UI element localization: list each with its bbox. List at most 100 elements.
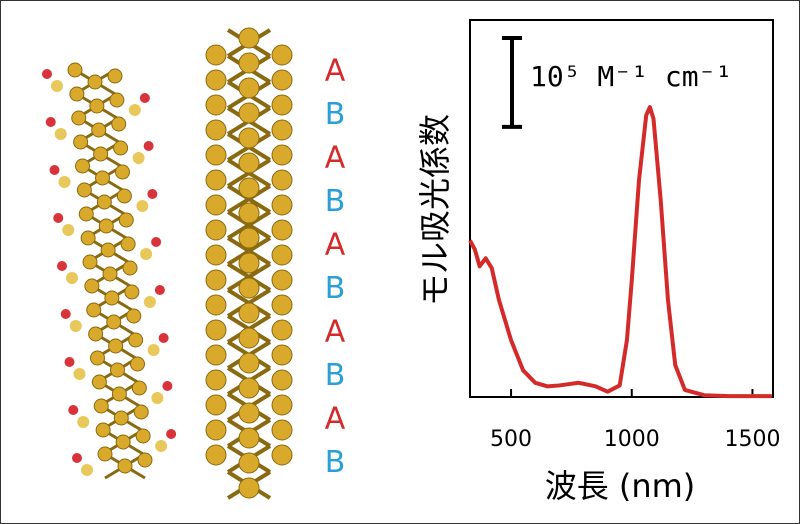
plot-frame [469, 19, 774, 398]
atom [205, 369, 227, 391]
sulfur [66, 272, 78, 284]
atom [87, 74, 103, 90]
sulfur [81, 464, 93, 476]
atom [115, 434, 131, 450]
sulfur [77, 416, 90, 428]
atom [238, 402, 260, 424]
oxygen [143, 141, 154, 151]
atom [238, 102, 260, 124]
atom [96, 194, 112, 210]
atom [91, 122, 107, 138]
atom [130, 356, 145, 372]
oxygen [53, 213, 64, 223]
atom [271, 169, 293, 191]
atom [89, 98, 105, 114]
sulfur [147, 344, 160, 356]
sulfur [155, 440, 168, 452]
oxygen [154, 285, 165, 295]
x-tick-label: 1500 [724, 427, 780, 452]
oxygen [45, 117, 56, 127]
atom [205, 44, 227, 66]
oxygen [60, 309, 71, 319]
atom [122, 260, 138, 276]
sulfur [136, 200, 149, 212]
atom [93, 146, 109, 162]
atom [238, 127, 260, 149]
atom [67, 62, 83, 78]
atom [86, 302, 102, 318]
atom [271, 269, 293, 291]
atom [69, 86, 85, 102]
stacking-label: A [325, 402, 346, 437]
atom [205, 219, 227, 241]
atom [238, 227, 260, 249]
x-axis-title: 波長 (nm) [545, 467, 696, 505]
atom [205, 294, 227, 316]
atom [271, 444, 293, 466]
atom [205, 394, 227, 416]
atom [238, 27, 260, 49]
atom [271, 219, 293, 241]
scale-bar-label: 10⁵ M⁻¹ cm⁻¹ [530, 60, 732, 93]
stacking-label: A [325, 228, 346, 263]
atom [93, 398, 109, 414]
atom [205, 269, 227, 291]
atom [271, 44, 293, 66]
atom [95, 422, 111, 438]
atom [238, 327, 260, 349]
atom [80, 230, 96, 246]
atom [271, 144, 293, 166]
sulfur [73, 368, 86, 380]
atom [205, 194, 227, 216]
atom [238, 177, 260, 199]
atom [111, 116, 127, 132]
atom [95, 170, 110, 186]
atom [238, 452, 260, 474]
atom [271, 419, 293, 441]
stacking-label: A [325, 54, 346, 89]
atom [205, 144, 227, 166]
bond [226, 210, 272, 240]
atom [205, 94, 227, 116]
atom [126, 308, 142, 324]
atom [238, 202, 260, 224]
atom [78, 206, 94, 222]
atom [75, 158, 90, 174]
atom [271, 294, 293, 316]
oxygen [162, 381, 173, 391]
oxygen [147, 189, 158, 199]
atom [111, 386, 127, 402]
atom [238, 427, 260, 449]
y-axis-title: モル吸光係数 [416, 114, 454, 306]
atom [82, 254, 98, 270]
sulfur [62, 224, 75, 236]
atom [238, 52, 260, 74]
oxygen [64, 357, 75, 367]
atom [128, 332, 144, 348]
spectrum-line [468, 105, 772, 399]
atom [118, 212, 134, 228]
atom [205, 119, 227, 141]
atom [88, 326, 104, 342]
atom [271, 369, 293, 391]
atom [205, 319, 227, 341]
atom [107, 68, 123, 84]
atom [117, 458, 133, 474]
stacking-label: B [325, 445, 346, 480]
atom [137, 452, 153, 468]
atom [115, 164, 130, 180]
atom [73, 134, 89, 150]
atom [205, 344, 227, 366]
atom [108, 338, 124, 354]
atom [238, 252, 260, 274]
atom [205, 69, 227, 91]
sulfur [151, 392, 164, 404]
oxygen [151, 237, 162, 247]
atom [238, 477, 260, 499]
atom [100, 242, 116, 258]
oxygen [72, 453, 82, 463]
atom [131, 380, 147, 396]
oxygen [68, 405, 79, 415]
atom [120, 236, 136, 252]
